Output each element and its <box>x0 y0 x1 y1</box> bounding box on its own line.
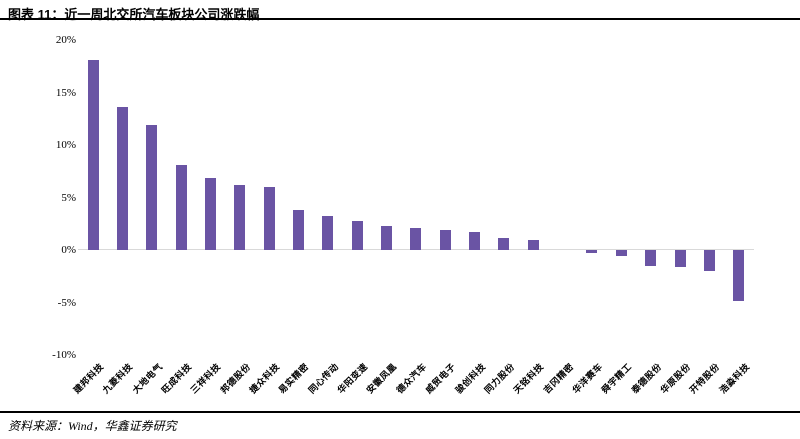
bar <box>733 250 745 302</box>
x-axis-label: 九菱科技 <box>100 361 135 396</box>
bar <box>586 250 598 254</box>
x-axis-label: 吉冈精密 <box>541 361 576 396</box>
x-axis-label: 德众汽车 <box>394 361 429 396</box>
x-axis-label: 旺成科技 <box>159 361 194 396</box>
y-axis-tick-label: 5% <box>61 191 76 204</box>
y-axis-tick-label: 20% <box>55 34 76 46</box>
y-axis-tick-label: 15% <box>55 86 76 99</box>
bar <box>146 125 158 250</box>
x-axis-label: 华阳变速 <box>335 361 370 396</box>
x-axis-label: 威贸电子 <box>423 361 458 396</box>
x-axis-label: 浩淼科技 <box>717 361 752 396</box>
x-axis-label: 邦德股份 <box>218 361 253 396</box>
title-underline-rule <box>0 18 800 20</box>
bar <box>439 230 451 250</box>
footer-rule <box>0 411 800 413</box>
x-axis-label: 三祥科技 <box>188 361 223 396</box>
x-axis-label: 天铭科技 <box>511 361 546 396</box>
bar <box>381 225 392 250</box>
bar <box>498 238 510 250</box>
bar <box>87 59 99 250</box>
bar <box>322 216 334 250</box>
bar <box>469 232 481 250</box>
x-axis-label: 泰德股份 <box>629 361 664 396</box>
bar <box>703 250 715 271</box>
bar <box>116 107 128 250</box>
x-axis-label: 华原股份 <box>658 361 693 396</box>
x-axis-label: 大地电气 <box>130 361 165 396</box>
bar <box>234 184 246 250</box>
x-axis-label: 捷众科技 <box>247 361 282 396</box>
x-axis-label: 舜宇精工 <box>599 361 634 396</box>
bar <box>410 227 422 250</box>
bar <box>527 239 539 250</box>
bar <box>674 250 686 267</box>
x-axis-label: 同力股份 <box>482 361 517 396</box>
x-axis-label: 同心传动 <box>306 361 341 396</box>
bar <box>175 164 187 250</box>
x-axis-label: 骏创科技 <box>453 361 488 396</box>
bar <box>263 187 275 250</box>
source-note: 资料来源：Wind，华鑫证券研究 <box>8 419 177 433</box>
bar <box>351 220 363 250</box>
y-axis-tick-label: 10% <box>55 139 76 151</box>
x-axis-label: 华洋赛车 <box>570 361 605 396</box>
bar <box>204 177 216 250</box>
x-axis-label: 建邦科技 <box>71 361 106 396</box>
bar <box>292 210 304 250</box>
x-axis-label: 开特股份 <box>687 361 722 396</box>
bar <box>645 250 657 266</box>
y-axis-tick-label: 0% <box>61 244 76 256</box>
bar <box>615 250 627 257</box>
x-axis-label: 易实精密 <box>276 361 311 396</box>
y-axis-tick-label: -10% <box>52 349 76 361</box>
y-axis-tick-label: -5% <box>57 296 76 309</box>
x-axis-label: 安徽凤凰 <box>365 361 399 396</box>
